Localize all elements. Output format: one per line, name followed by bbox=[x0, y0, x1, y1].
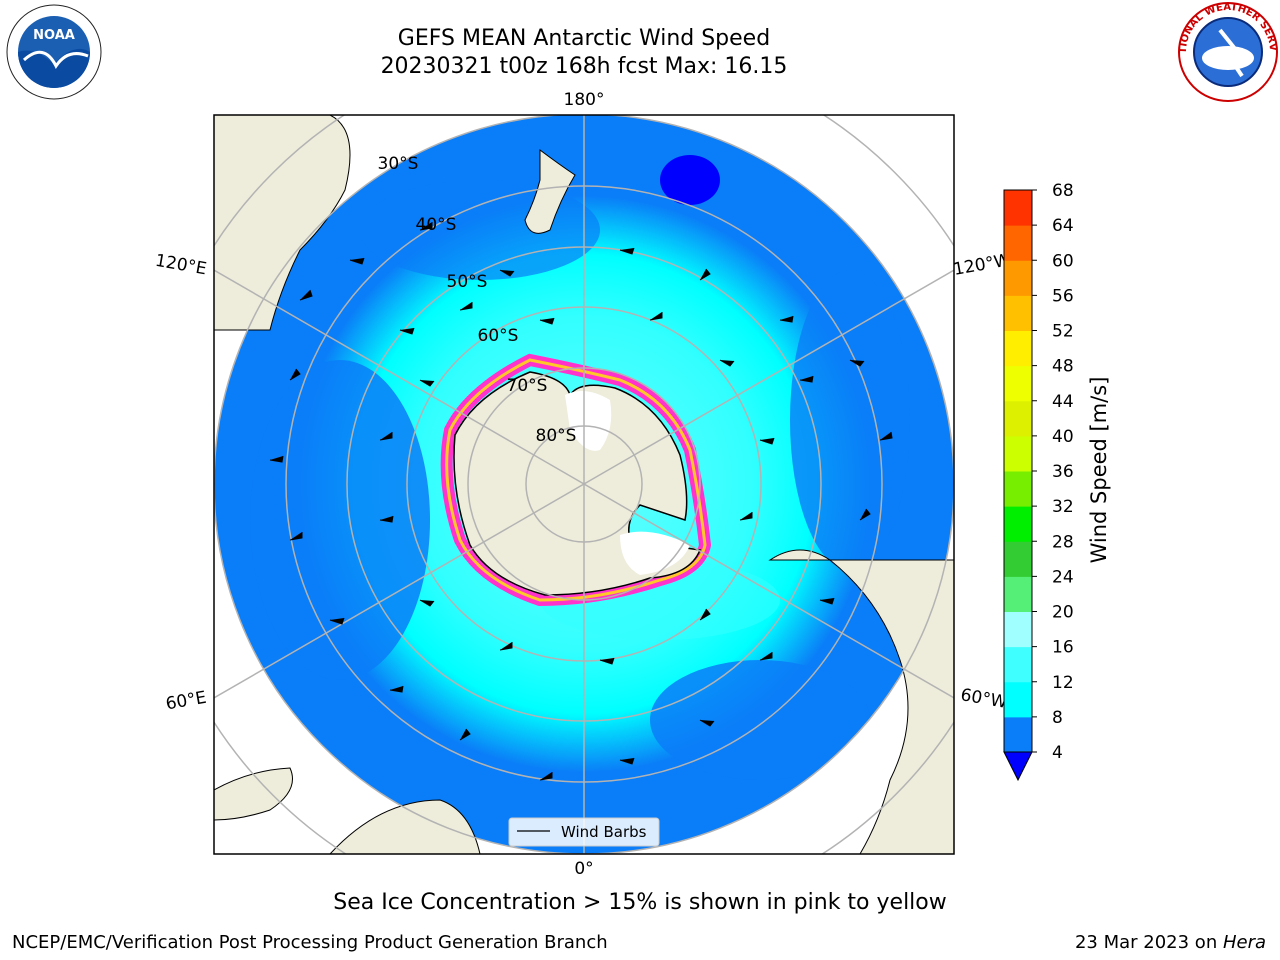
colorbar-tick-label: 24 bbox=[1052, 567, 1074, 587]
lat-label-80s: 80°S bbox=[536, 426, 577, 446]
colorbar-segment bbox=[1004, 435, 1032, 472]
legend-label: Wind Barbs bbox=[561, 823, 647, 841]
colorbar-segment bbox=[1004, 471, 1032, 507]
colorbar-tick-label: 40 bbox=[1052, 427, 1074, 447]
colorbar-tick-label: 32 bbox=[1052, 497, 1074, 517]
colorbar-segment bbox=[1004, 681, 1032, 718]
lat-label-60s: 60°S bbox=[478, 326, 519, 346]
colorbar-tick-label: 68 bbox=[1052, 181, 1074, 201]
noaa-logo: NOAA bbox=[6, 4, 102, 100]
colorbar-segment bbox=[1004, 365, 1032, 402]
colorbar-segment bbox=[1004, 295, 1032, 331]
colorbar-tick-label: 20 bbox=[1052, 603, 1074, 623]
ross-ice-shelf bbox=[565, 391, 612, 451]
noaa-logo-text: NOAA bbox=[33, 28, 75, 43]
graticule bbox=[214, 115, 954, 854]
colorbar-segment bbox=[1004, 190, 1032, 226]
colorbar-segment bbox=[1004, 576, 1032, 612]
colorbar-segment bbox=[1004, 260, 1032, 296]
nws-logo: NATIONAL WEATHER SERVICE bbox=[1176, 0, 1278, 102]
colorbar-tick-label: 48 bbox=[1052, 357, 1074, 377]
land-africa bbox=[329, 799, 481, 854]
colorbar-tick-label: 16 bbox=[1052, 638, 1074, 658]
colorbar-segment bbox=[1004, 611, 1032, 648]
wind-barbs bbox=[269, 222, 893, 781]
colorbar-tick-label: 56 bbox=[1052, 286, 1074, 306]
colorbar-segment bbox=[1004, 225, 1032, 261]
lon-label-60e: 60°E bbox=[164, 688, 208, 715]
footer-machine: Hera bbox=[1222, 932, 1266, 953]
colorbar-segment bbox=[1004, 330, 1032, 367]
weddell-ice-shelf bbox=[620, 531, 690, 575]
colorbar-tick-label: 12 bbox=[1052, 673, 1074, 693]
colorbar-tick-label: 4 bbox=[1052, 743, 1063, 763]
chart-title: GEFS MEAN Antarctic Wind Speed bbox=[397, 26, 771, 51]
colorbar-extend-arrow bbox=[1003, 751, 1033, 782]
lon-label-180: 180° bbox=[564, 90, 605, 110]
colorbar-segment bbox=[1004, 506, 1032, 542]
map-frame-content bbox=[214, 115, 954, 854]
land-australia bbox=[214, 115, 351, 331]
chart-subtitle: 20230321 t00z 168h fcst Max: 16.15 bbox=[380, 54, 788, 79]
sea-ice-note: Sea Ice Concentration > 15% is shown in … bbox=[333, 890, 947, 915]
colorbar-segment bbox=[1004, 541, 1032, 577]
land-new-zealand bbox=[524, 149, 576, 234]
colorbar-segment bbox=[1004, 716, 1032, 753]
colorbar-segment bbox=[1004, 646, 1032, 683]
lon-label-60w: 60°W bbox=[959, 685, 1009, 713]
colorbar-tick-label: 44 bbox=[1052, 392, 1074, 412]
lat-label-40s: 40°S bbox=[416, 215, 457, 235]
land-madagascar bbox=[214, 767, 293, 821]
map-border bbox=[213, 114, 955, 855]
lon-label-120w: 120°W bbox=[952, 250, 1013, 280]
colorbar-tick-label: 36 bbox=[1052, 462, 1074, 482]
colorbar-tick-label: 28 bbox=[1052, 532, 1074, 552]
colorbar-tick-label: 64 bbox=[1052, 216, 1074, 236]
footer-date: 23 Mar 2023 on Hera bbox=[1075, 932, 1266, 953]
land-antarctica bbox=[453, 371, 702, 596]
wind-barb-legend: Wind Barbs bbox=[508, 817, 660, 847]
footer-branch: NCEP/EMC/Verification Post Processing Pr… bbox=[12, 932, 608, 953]
colorbar-tick-label: 60 bbox=[1052, 251, 1074, 271]
lon-label-120e: 120°E bbox=[154, 251, 208, 280]
lat-label-30s: 30°S bbox=[378, 154, 419, 174]
colorbar-tick-label: 8 bbox=[1052, 708, 1063, 728]
colorbar-tick-label: 52 bbox=[1052, 322, 1074, 342]
lon-label-0: 0° bbox=[574, 859, 593, 879]
lat-label-70s: 70°S bbox=[507, 376, 548, 396]
land-south-america bbox=[768, 549, 954, 854]
lat-label-50s: 50°S bbox=[447, 272, 488, 292]
colorbar-label: Wind Speed [m/s] bbox=[1087, 377, 1111, 564]
colorbar-segment bbox=[1004, 400, 1032, 437]
footer-date-text: 23 Mar 2023 on bbox=[1074, 932, 1223, 953]
